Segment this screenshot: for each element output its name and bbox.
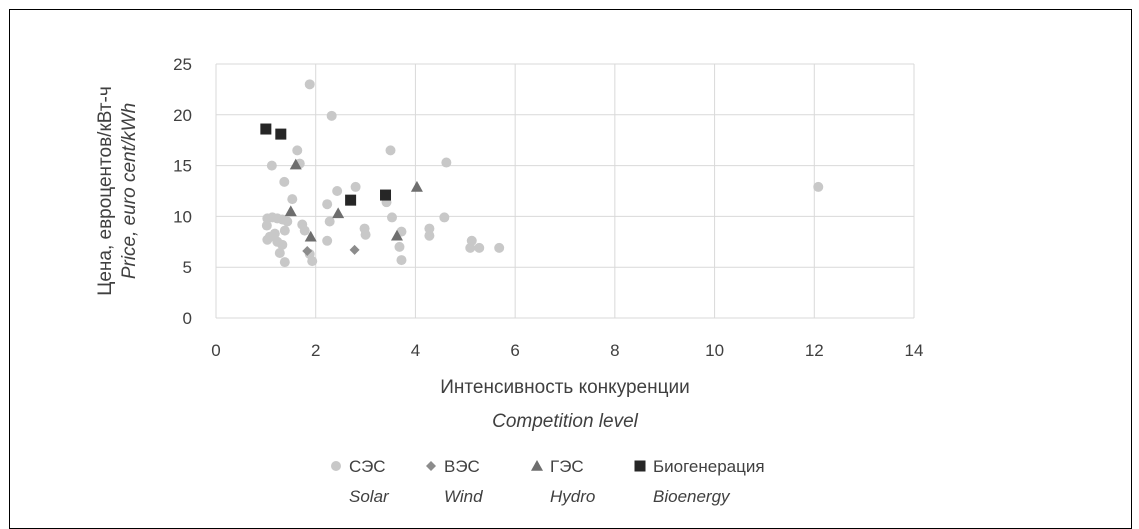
x-tick-label: 4 [411,341,420,360]
solar-point [386,212,397,223]
legend-label: Биогенерация [653,457,765,476]
solar-point [332,186,343,196]
solar-point [261,220,272,231]
legend-label-en: Bioenergy [653,487,731,506]
wind-legend-marker [426,461,436,471]
solar-point [465,242,476,253]
y-axis-title: Цена, евроцентов/кВт-ч [95,86,116,295]
chart-frame [9,9,1132,529]
x-axis-title-en: Competition level [492,411,639,432]
data-points [260,79,824,268]
solar-point [439,212,450,223]
solar-point [813,181,824,192]
legend-label-en: Wind [444,487,483,506]
x-tick-labels: 0 2 4 6 8 10 12 14 [211,341,923,360]
bioenergy-point [260,123,272,135]
solar-legend-marker [331,461,341,471]
y-tick-label: 5 [183,258,192,277]
solar-point [277,239,288,250]
hydro-point [289,158,302,170]
solar-point [360,229,371,240]
y-tick-label: 10 [173,207,192,226]
solar-point [279,225,290,236]
bioenergy-point [275,128,287,140]
legend: СЭС Solar ВЭС Wind ГЭС Hydro Биогенерация Bioen… [331,457,765,506]
x-tick-label: 0 [211,341,220,360]
legend-label: СЭС [349,457,386,476]
solar-point [324,216,335,227]
solar-point [279,257,290,268]
y-tick-label: 20 [173,106,192,125]
solar-point [322,235,333,246]
hydro-point [410,180,423,192]
legend-label-en: Hydro [550,487,595,506]
y-axis-title-en: Price, euro cent/kWh [119,103,140,279]
bioenergy-point [345,194,357,206]
solar-point [350,181,361,192]
hydro-legend-marker [531,460,543,471]
y-tick-labels: 0 5 10 15 20 25 [173,55,192,328]
solar-point [266,160,277,171]
wind-point [349,244,360,255]
legend-label-en: Solar [349,487,390,506]
wind-point [302,245,313,256]
x-tick-label: 14 [905,341,924,360]
solar-point [424,230,435,241]
hydro-point [390,229,403,241]
solar-point [274,247,285,258]
y-tick-label: 15 [173,157,192,176]
legend-label: ГЭС [550,457,584,476]
solar-point [299,225,310,236]
solar-point [494,242,505,253]
bioenergy-point [380,189,392,201]
legend-label: ВЭС [444,457,480,476]
solar-point [287,194,298,205]
y-tick-label: 25 [173,55,192,74]
solar-point [424,223,435,234]
solar-point [279,176,290,187]
bioenergy-legend-marker [634,460,646,472]
solar-point [474,242,485,253]
x-tick-label: 8 [610,341,619,360]
solar-point [304,79,315,90]
hydro-point [304,230,317,242]
solar-point [282,216,293,227]
solar-point [326,110,337,121]
x-tick-label: 10 [705,341,724,360]
y-tick-label: 0 [183,309,192,328]
solar-point [292,145,303,156]
solar-point [396,255,407,266]
x-tick-label: 6 [510,341,519,360]
gridlines [215,63,915,319]
solar-point [441,157,452,168]
solar-point [394,241,405,252]
x-axis-title: Интенсивность конкуренции [440,377,689,398]
x-tick-label: 12 [805,341,824,360]
solar-point [322,199,333,210]
hydro-point [284,205,297,217]
solar-point [262,234,273,245]
hydro-point [332,207,345,219]
solar-point [385,145,396,156]
x-tick-label: 2 [311,341,320,360]
solar-point [307,256,318,267]
